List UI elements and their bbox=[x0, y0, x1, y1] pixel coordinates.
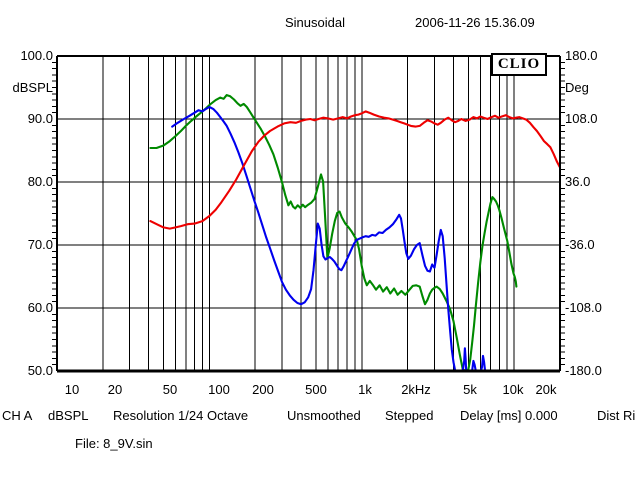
y-axis-left-tick-label: 50.0 bbox=[28, 363, 53, 378]
status-channel: CH A bbox=[2, 408, 33, 423]
y-axis-left-tick-label: 70.0 bbox=[28, 237, 53, 252]
y-axis-left-tick-label: 100.0 bbox=[20, 48, 53, 63]
y-axis-left-tick-label: 80.0 bbox=[28, 174, 53, 189]
x-axis-tick-label: 20 bbox=[108, 382, 122, 397]
status-sweep-mode: Stepped bbox=[385, 408, 434, 423]
curve-spl-frequency-response-red bbox=[149, 110, 562, 230]
status-delay: Delay [ms] 0.000 bbox=[460, 408, 558, 423]
measurement-datetime-label: 2006-11-26 15.36.09 bbox=[415, 15, 535, 30]
x-axis-tick-label: 20k bbox=[536, 382, 557, 397]
status-resolution: Resolution 1/24 Octave bbox=[113, 408, 249, 423]
y-axis-right-tick-label: -180.0 bbox=[565, 363, 602, 378]
x-axis-tick-label: 1k bbox=[358, 382, 372, 397]
status-dist-rise: Dist Ri bbox=[597, 408, 636, 423]
y-axis-right-tick-label: -108.0 bbox=[565, 300, 602, 315]
y-axis-right-tick-label: 108.0 bbox=[565, 111, 598, 126]
clio-logo: CLIO bbox=[491, 53, 547, 76]
y-axis-right-tick-label: 36.0 bbox=[565, 174, 590, 189]
x-axis-tick-label: 200 bbox=[252, 382, 274, 397]
curve-distortion-curve-green bbox=[149, 94, 518, 373]
measurement-type-label: Sinusoidal bbox=[285, 15, 345, 30]
y-axis-left-tick-label: 60.0 bbox=[28, 300, 53, 315]
y-axis-right-tick-label: -36.0 bbox=[565, 237, 595, 252]
status-smoothing: Unsmoothed bbox=[287, 408, 361, 423]
curve-distortion-curve-blue bbox=[171, 105, 487, 373]
y-axis-right-tick-label: 180.0 bbox=[565, 48, 598, 63]
x-axis-tick-label: 2kHz bbox=[401, 382, 431, 397]
x-axis-tick-label: 100 bbox=[208, 382, 230, 397]
x-axis-tick-label: 50 bbox=[163, 382, 177, 397]
x-axis-tick-label: 10 bbox=[65, 382, 79, 397]
file-name-label: File: 8_9V.sin bbox=[75, 436, 153, 451]
x-axis-tick-label: 500 bbox=[305, 382, 327, 397]
status-unit: dBSPL bbox=[48, 408, 89, 423]
y-axis-left-tick-label: 90.0 bbox=[28, 111, 53, 126]
x-axis-tick-label: 10k bbox=[503, 382, 524, 397]
y-axis-right-unit-label: Deg bbox=[565, 80, 589, 95]
y-axis-left-unit-label: dBSPL bbox=[13, 80, 53, 95]
x-axis-tick-label: 5k bbox=[463, 382, 477, 397]
